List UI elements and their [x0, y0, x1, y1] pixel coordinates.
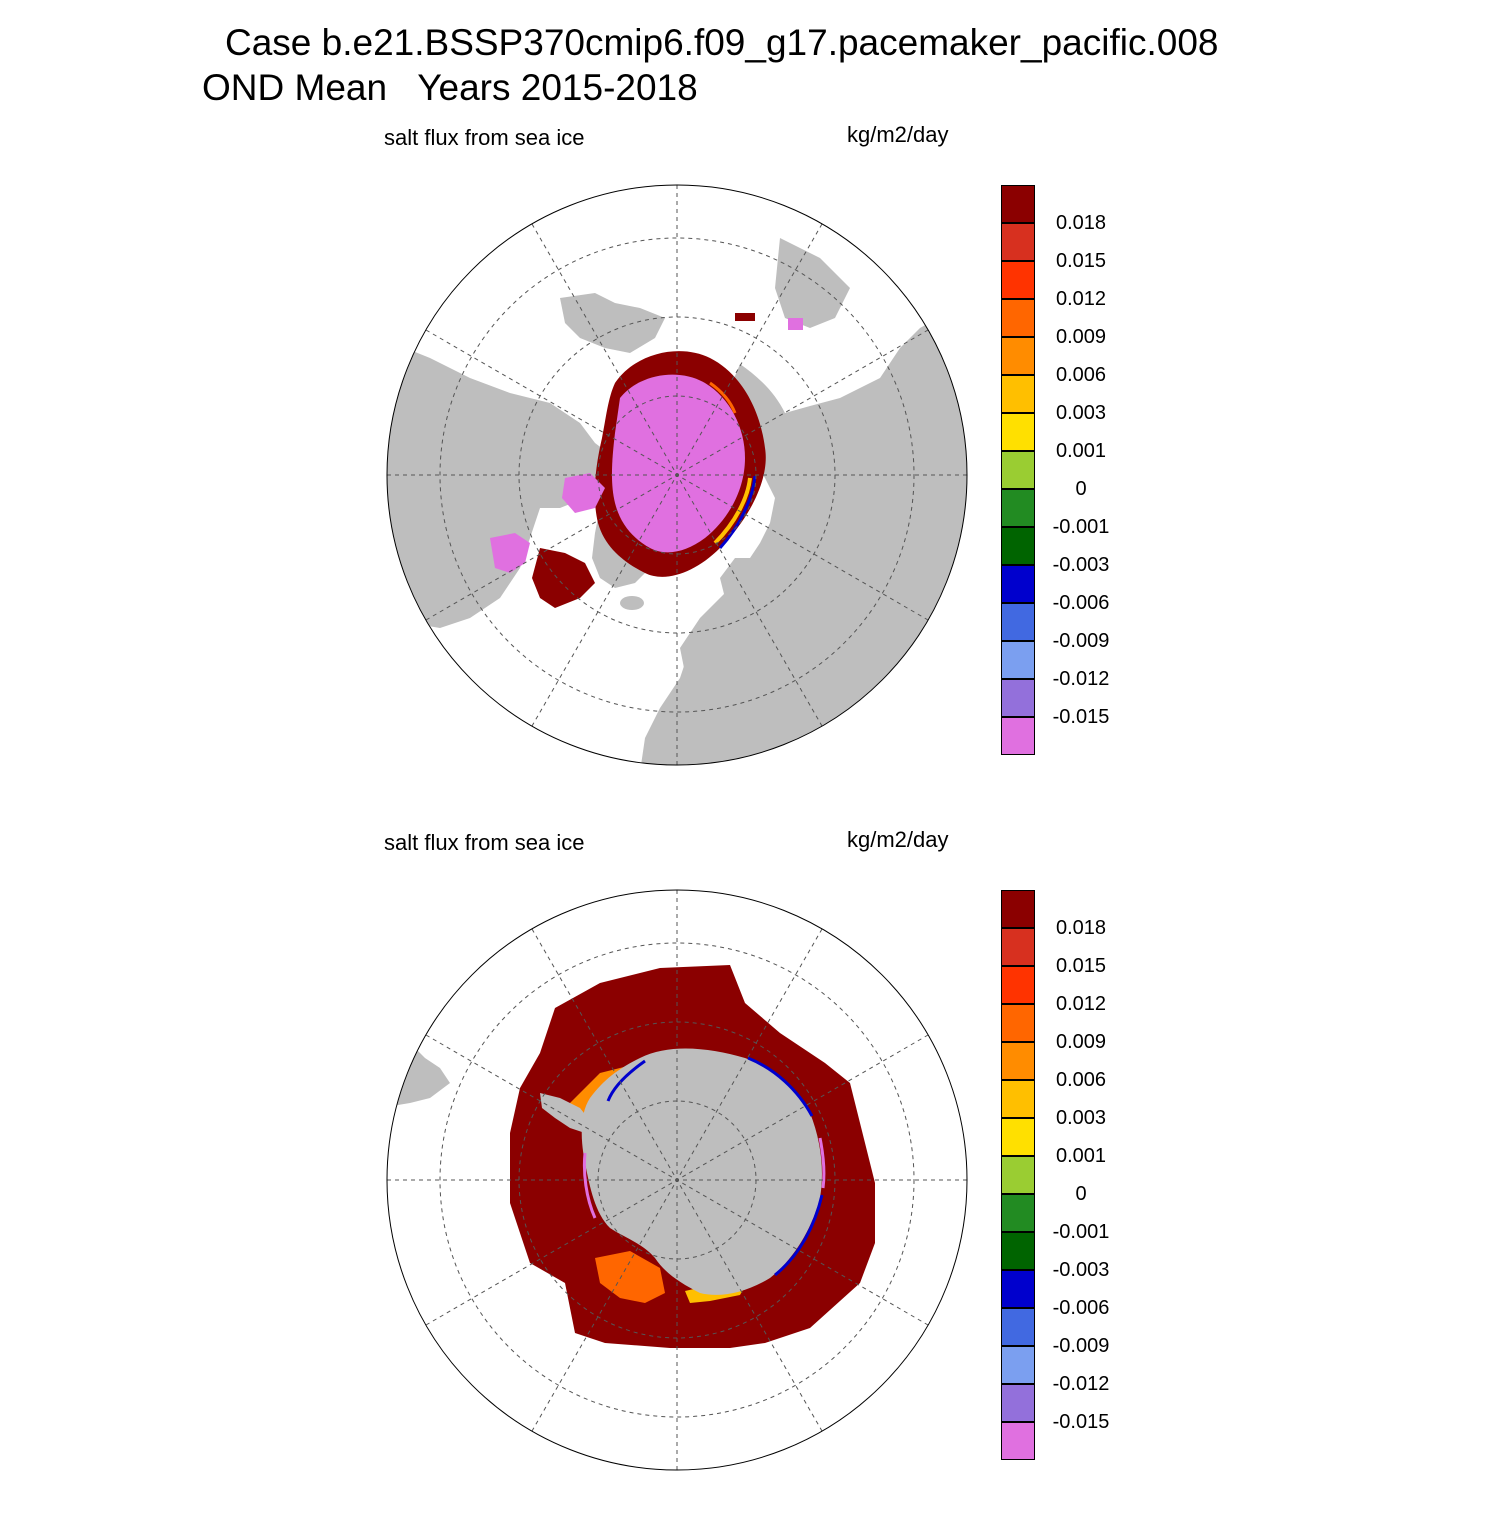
arctic-colorbar-label: 0.001 — [1055, 440, 1107, 462]
arctic-colorbar-label: 0.018 — [1055, 212, 1107, 234]
arctic-colorbar-label: 0.012 — [1055, 288, 1107, 310]
antarctic-colorbar-swatch — [1001, 1232, 1035, 1270]
antarctic-colorbar-swatch — [1001, 1270, 1035, 1308]
arctic-colorbar-label: -0.001 — [1052, 516, 1110, 538]
antarctic-colorbar-swatch — [1001, 1156, 1035, 1194]
arctic-map-border — [386, 184, 968, 766]
iceland-land — [620, 596, 644, 610]
arctic-colorbar-swatch — [1001, 451, 1035, 489]
arctic-colorbar-swatch — [1001, 641, 1035, 679]
arctic-colorbar-swatch — [1001, 375, 1035, 413]
period-title: OND Mean Years 2015-2018 — [202, 67, 698, 108]
arctic-colorbar-label: -0.012 — [1052, 668, 1110, 690]
arctic-colorbar-label: 0.009 — [1055, 326, 1107, 348]
kamchatka-land — [775, 238, 850, 328]
antarctic-colorbar-label: -0.001 — [1052, 1221, 1110, 1243]
arctic-colorbar-swatch — [1001, 223, 1035, 261]
antarctic-colorbar-swatch — [1001, 1384, 1035, 1422]
arctic-panel: salt flux from sea ice kg/m2/day — [0, 112, 1500, 817]
hudson-bay-ice — [532, 548, 595, 608]
antarctic-panel: salt flux from sea ice kg/m2/day — [0, 817, 1500, 1522]
antarctic-map-border — [386, 889, 968, 1471]
antarctic-colorbar-label: 0.001 — [1055, 1145, 1107, 1167]
coastal-pink-fringe — [582, 1137, 826, 1219]
baffin-ice — [562, 473, 605, 513]
arctic-colorbar-label: 0.015 — [1055, 250, 1107, 272]
chukotka-land — [560, 293, 665, 353]
eurasia-land — [640, 298, 967, 765]
antarctic-map — [386, 889, 968, 1471]
antarctic-colorbar-swatch — [1001, 1346, 1035, 1384]
antarctic-colorbar-swatch — [1001, 890, 1035, 928]
arctic-colorbar-label: 0 — [1075, 478, 1087, 500]
arctic-map — [386, 184, 968, 766]
antarctic-colorbar-label: 0.009 — [1055, 1031, 1107, 1053]
antarctic-units-label: kg/m2/day — [847, 827, 949, 852]
antarctic-colorbar-swatch — [1001, 928, 1035, 966]
antarctic-colorbar-label: -0.012 — [1052, 1373, 1110, 1395]
arctic-colorbar-label: -0.006 — [1052, 592, 1110, 614]
antarctic-colorbar-label: -0.006 — [1052, 1297, 1110, 1319]
barents-negative-edge — [718, 475, 757, 550]
arctic-colorbar-label: 0.003 — [1055, 402, 1107, 424]
arctic-colorbar-label: -0.015 — [1052, 706, 1110, 728]
okhotsk-ice-edge — [735, 313, 755, 321]
arctic-variable-label: salt flux from sea ice — [384, 125, 585, 150]
okhotsk-ice — [788, 318, 803, 330]
archipelago-ice — [490, 533, 530, 573]
arctic-colorbar-swatch — [1001, 261, 1035, 299]
arctic-colorbar-swatch — [1001, 527, 1035, 565]
north-america-land — [387, 338, 615, 628]
antarctic-colorbar-label: -0.003 — [1052, 1259, 1110, 1281]
case-title: Case b.e21.BSSP370cmip6.f09_g17.pacemake… — [225, 22, 1219, 63]
antarctic-colorbar-swatch — [1001, 1004, 1035, 1042]
antarctic-colorbar-swatch — [1001, 1308, 1035, 1346]
antarctic-colorbar-label: 0.006 — [1055, 1069, 1107, 1091]
arctic-colorbar-swatch — [1001, 489, 1035, 527]
antarctic-colorbar-label: 0.015 — [1055, 955, 1107, 977]
antarctic-graticule — [387, 890, 967, 1470]
antarctic-colorbar-label: -0.009 — [1052, 1335, 1110, 1357]
ross-sea-plume — [595, 1251, 665, 1303]
arctic-colorbar-swatch — [1001, 717, 1035, 755]
antarctic-colorbar-swatch — [1001, 1080, 1035, 1118]
arctic-colorbar-swatch — [1001, 299, 1035, 337]
antarctic-colorbar-swatch — [1001, 1118, 1035, 1156]
scandinavia-land — [680, 553, 765, 673]
antarctic-variable-label: salt flux from sea ice — [384, 830, 585, 855]
arctic-colorbar-swatch — [1001, 603, 1035, 641]
antarctic-colorbar-label: 0.018 — [1055, 917, 1107, 939]
arctic-colorbar-swatch — [1001, 337, 1035, 375]
arctic-colorbar-swatch — [1001, 679, 1035, 717]
arctic-colorbar-swatch — [1001, 565, 1035, 603]
arctic-colorbar-label: -0.009 — [1052, 630, 1110, 652]
arctic-graticule — [387, 185, 967, 765]
antarctic-colorbar-swatch — [1001, 1194, 1035, 1232]
antarctic-colorbar-label: -0.015 — [1052, 1411, 1110, 1433]
antarctic-colorbar-label: 0.012 — [1055, 993, 1107, 1015]
antarctic-colorbar-swatch — [1001, 966, 1035, 1004]
antarctic-colorbar-label: 0.003 — [1055, 1107, 1107, 1129]
arctic-units-label: kg/m2/day — [847, 122, 949, 147]
chukchi-marginal-zone — [709, 381, 737, 414]
arctic-colorbar-label: -0.003 — [1052, 554, 1110, 576]
antarctic-colorbar-swatch — [1001, 1422, 1035, 1460]
coastal-negative-band — [606, 1056, 824, 1277]
antarctica-land — [581, 1048, 822, 1295]
arctic-colorbar-swatch — [1001, 413, 1035, 451]
antarctic-colorbar-label: 0 — [1075, 1183, 1087, 1205]
arctic-colorbar-label: 0.006 — [1055, 364, 1107, 386]
antarctic-colorbar-swatch — [1001, 1042, 1035, 1080]
arctic-colorbar-swatch — [1001, 185, 1035, 223]
